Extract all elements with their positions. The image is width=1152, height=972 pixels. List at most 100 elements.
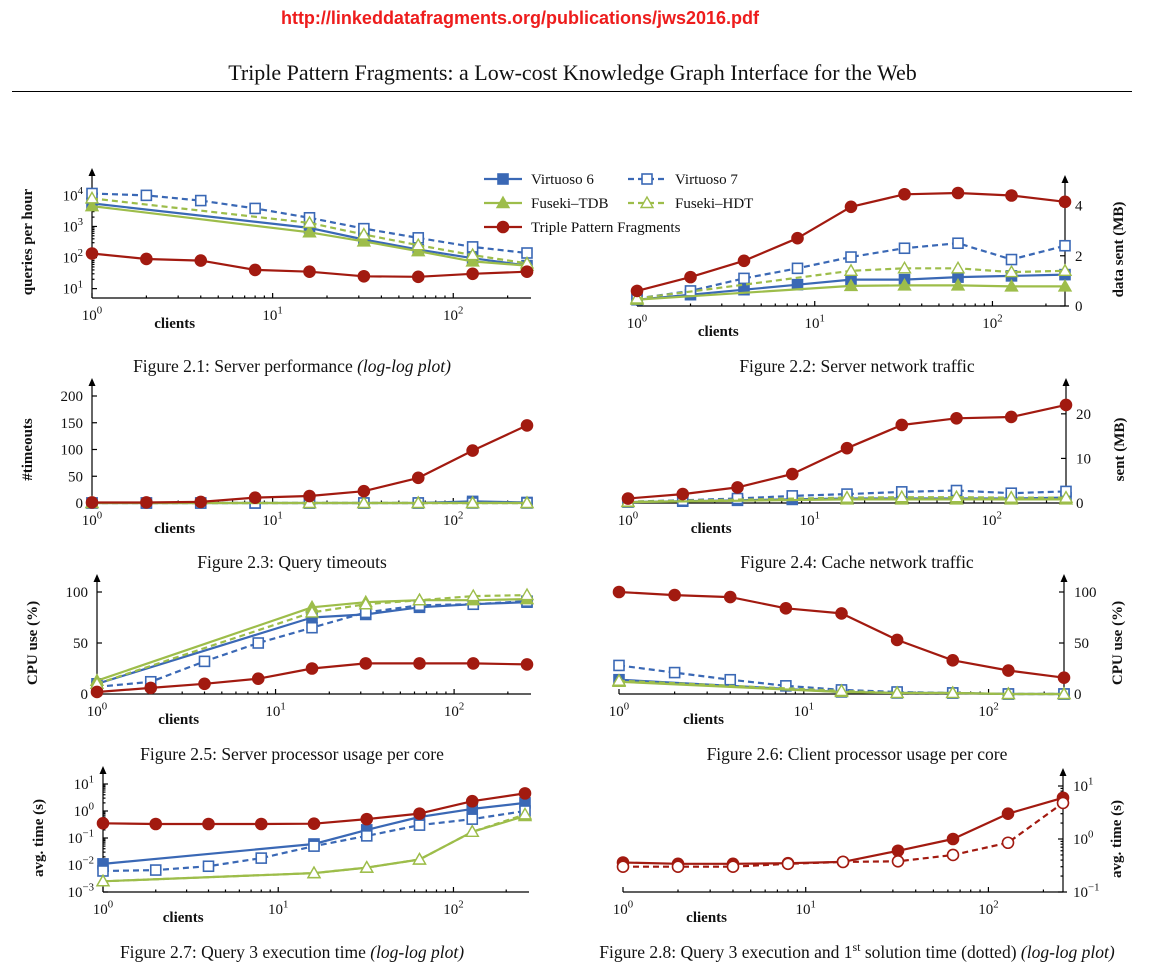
figure-caption: Figure 2.1: Server performance (log-log … (133, 356, 451, 376)
x-tick-label: 102 (978, 899, 998, 918)
data-point (302, 215, 317, 229)
series-line (636, 267, 1066, 300)
series-triple-pattern-fragments (85, 247, 534, 284)
data-point (616, 860, 630, 874)
y-axis-arrow (1061, 175, 1069, 183)
data-point (891, 844, 905, 858)
series-line (636, 284, 1065, 301)
figure-caption: Figure 2.2: Server network traffic (739, 356, 975, 376)
y-tick-label: 50 (1074, 636, 1089, 652)
legend-marker (641, 173, 653, 185)
x-tick-label: 102 (443, 305, 463, 324)
y-axis-arrow (93, 574, 101, 582)
data-point (304, 604, 320, 618)
x-tick-label: 102 (444, 701, 464, 720)
data-point (949, 489, 964, 503)
data-point (356, 495, 372, 509)
legend-label: Virtuoso 6 (531, 172, 594, 188)
data-point (466, 267, 479, 281)
data-point (359, 860, 374, 873)
data-point (684, 270, 697, 284)
data-point (894, 489, 909, 503)
x-tick-label: 101 (800, 510, 820, 529)
legend-label: Fuseki–HDT (675, 196, 753, 212)
data-point (84, 190, 100, 204)
data-point (356, 234, 372, 247)
series-line (96, 598, 528, 682)
data-point (302, 224, 317, 238)
series-triple-pattern-fragments (96, 787, 532, 831)
data-point (1001, 807, 1015, 821)
data-point (1001, 836, 1015, 850)
data-point (519, 587, 535, 601)
x-tick-label: 101 (268, 899, 288, 918)
data-point (356, 227, 372, 240)
data-point (84, 198, 100, 212)
legend-label: Fuseki–TDB (531, 196, 609, 212)
legend-marker (495, 195, 511, 209)
data-point (307, 817, 321, 830)
y-axis-label: avg. time (s) (31, 799, 47, 877)
series-fuseki-hdt (89, 587, 535, 689)
y-tick-label: 103 (63, 216, 83, 235)
y-tick-label: 20 (1076, 407, 1091, 423)
y-tick-label: 100 (66, 585, 89, 601)
data-point (308, 840, 320, 852)
data-point (791, 231, 804, 245)
data-point (360, 812, 374, 826)
x-axis-label: clients (163, 910, 204, 926)
data-point (517, 806, 533, 820)
data-point (466, 444, 479, 457)
y-tick-label: 104 (63, 185, 84, 204)
data-point (465, 824, 480, 837)
data-point (946, 832, 960, 846)
series-line (627, 496, 1066, 503)
series-fuseki-hdt (629, 260, 1073, 304)
data-point (676, 487, 690, 501)
data-point (629, 291, 645, 304)
data-point (950, 260, 966, 274)
data-point (90, 685, 104, 699)
data-point (785, 467, 799, 481)
data-point (306, 865, 322, 879)
data-point (140, 189, 153, 202)
series-fuseki-hdt (620, 489, 1074, 507)
series-triple-pattern-fragments (85, 419, 534, 509)
y-tick-label: 4 (1075, 199, 1083, 215)
legend-marker (639, 195, 655, 209)
data-point (411, 243, 426, 257)
data-point (726, 860, 740, 874)
y-axis-arrow (1059, 768, 1067, 776)
x-tick-label: 100 (87, 701, 107, 720)
data-point (413, 819, 426, 831)
x-tick-label: 102 (978, 701, 998, 720)
data-point (1059, 398, 1073, 412)
source-url[interactable]: http://linkeddatafragments.org/publicati… (280, 8, 760, 28)
y-tick-label: 100 (74, 801, 94, 820)
x-tick-label: 102 (443, 899, 463, 918)
y-tick-label: 0 (1074, 687, 1082, 703)
data-point (891, 854, 905, 868)
x-axis-label: clients (691, 521, 732, 537)
x-tick-label: 101 (796, 899, 816, 918)
figure-caption: Figure 2.6: Client processor usage per c… (707, 744, 1008, 764)
figure-caption: Figure 2.7: Query 3 execution time (log-… (120, 942, 464, 962)
series-triple-pattern-fragments (630, 186, 1072, 298)
series-fuseki-tdb (629, 277, 1073, 305)
data-point (1057, 263, 1073, 277)
chart-fig-2-6: 100 101 102 0 50 100 clients CPU use (%) Figure … (609, 574, 1126, 764)
data-point (357, 484, 371, 498)
legend: Virtuoso 6 Virtuoso 7 Fuseki–TDB Fuseki–HDT… (484, 172, 753, 236)
legend-marker (497, 173, 509, 185)
series-triple-pattern-fragments (90, 657, 534, 699)
y-axis-label: #timeouts (20, 418, 36, 481)
series-virtuoso-7 (97, 805, 531, 877)
x-tick-label: 100 (613, 899, 633, 918)
y-axis-arrow (88, 168, 96, 176)
data-point (890, 633, 904, 647)
data-point (1057, 279, 1073, 292)
data-point (611, 673, 627, 686)
data-point (85, 496, 99, 509)
